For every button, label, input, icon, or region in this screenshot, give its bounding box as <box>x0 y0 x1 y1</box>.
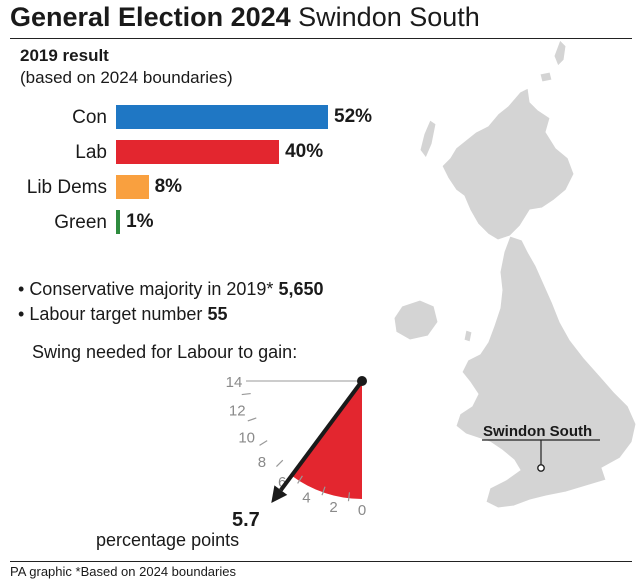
gauge-tick-label: 8 <box>258 454 266 471</box>
gauge-tick-label: 10 <box>238 430 255 447</box>
gauge-fill-sector <box>291 381 362 499</box>
map-hebrides <box>419 119 437 159</box>
majority-value: 5,650 <box>278 279 324 299</box>
result-title: 2019 result <box>20 46 109 65</box>
gauge-tick-label: 0 <box>358 502 366 519</box>
gauge-tick-mark <box>247 417 257 422</box>
bar <box>116 140 280 164</box>
gauge-value-label: 5.7 <box>232 509 260 531</box>
gauge-tick-mark <box>347 492 351 502</box>
title-divider <box>10 38 632 39</box>
bar-category-label: Green <box>54 212 107 233</box>
bar-category-label: Con <box>72 107 107 128</box>
gauge-tick-label: 14 <box>226 374 243 391</box>
gauge-tick-label: 2 <box>329 499 337 516</box>
map-orkney <box>539 71 553 83</box>
result-subtitle: (based on 2024 boundaries) <box>20 68 233 87</box>
swindon-location-marker <box>537 464 545 472</box>
bullet-marker: • <box>18 279 30 299</box>
footer-credit: PA graphic *Based on 2024 boundaries <box>10 564 236 579</box>
bar <box>116 210 121 234</box>
bar <box>116 175 149 199</box>
majority-label: Conservative majority in 2019* <box>29 279 274 299</box>
gauge-tick-label: 4 <box>302 489 310 506</box>
bullet-marker: • <box>18 304 30 324</box>
gauge-needle <box>279 379 364 492</box>
map-shetland <box>553 40 567 67</box>
map-scotland <box>441 87 575 241</box>
map-callout-label: Swindon South <box>483 423 593 440</box>
majority-line: • Conservative majority in 2019* 5,650 <box>18 279 324 300</box>
target-value: 55 <box>207 304 228 324</box>
uk-map <box>393 40 637 509</box>
target-label: Labour target number <box>29 304 203 324</box>
bar-category-label: Lib Dems <box>26 177 107 198</box>
gauge-tick-mark <box>241 392 251 396</box>
map-northern-ireland <box>393 299 439 341</box>
bar-row: Con 52% <box>0 105 640 131</box>
gauge-tick-mark <box>297 475 303 484</box>
gauge-unit-label: percentage points <box>96 530 239 550</box>
gauge-tick-mark <box>259 440 268 446</box>
footer-divider <box>10 561 632 562</box>
gauge-tick-mark <box>276 459 284 467</box>
map-england <box>455 235 637 509</box>
bar-category-label: Lab <box>75 142 107 163</box>
bar-value-label: 52% <box>334 106 373 127</box>
gauge-needle-arrowhead <box>271 485 288 503</box>
bar-row: Lib Dems 8% <box>0 175 640 201</box>
target-line: • Labour target number 55 <box>18 304 227 325</box>
bar-value-label: 8% <box>154 176 183 197</box>
title-bold: General Election 2024 <box>10 2 291 32</box>
bar-value-label: 1% <box>126 211 154 232</box>
page-title: General Election 2024 Swindon South <box>10 2 480 33</box>
bar-value-label: 40% <box>285 141 324 162</box>
bar <box>116 105 328 129</box>
swing-title: Swing needed for Labour to gain: <box>32 342 298 362</box>
bar-row: Green 1% <box>0 210 640 236</box>
gauge-tick-label: 6 <box>278 474 286 491</box>
title-constituency: Swindon South <box>298 2 480 32</box>
gauge-tick-mark <box>321 486 326 496</box>
bar-row: Lab 40% <box>0 140 640 166</box>
map-isle-of-man <box>463 329 473 343</box>
gauge-tick-label: 12 <box>229 402 246 419</box>
